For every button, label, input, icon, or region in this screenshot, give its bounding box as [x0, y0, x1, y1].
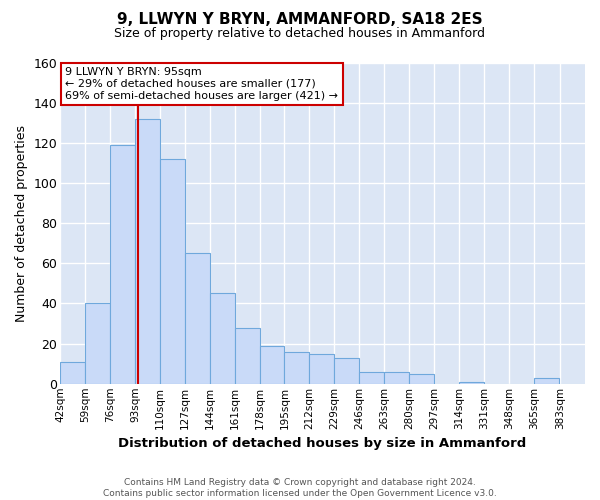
Bar [409, 374, 434, 384]
Bar [284, 352, 310, 384]
Bar [384, 372, 409, 384]
Text: Size of property relative to detached houses in Ammanford: Size of property relative to detached ho… [115, 28, 485, 40]
Bar [334, 358, 359, 384]
Bar [60, 362, 85, 384]
Bar [260, 346, 284, 384]
Bar [85, 304, 110, 384]
Text: Contains HM Land Registry data © Crown copyright and database right 2024.
Contai: Contains HM Land Registry data © Crown c… [103, 478, 497, 498]
Bar [533, 378, 559, 384]
Bar [185, 254, 210, 384]
Bar [210, 294, 235, 384]
Bar [235, 328, 260, 384]
Bar [135, 118, 160, 384]
Bar [310, 354, 334, 384]
Text: 9, LLWYN Y BRYN, AMMANFORD, SA18 2ES: 9, LLWYN Y BRYN, AMMANFORD, SA18 2ES [117, 12, 483, 28]
X-axis label: Distribution of detached houses by size in Ammanford: Distribution of detached houses by size … [118, 437, 527, 450]
Y-axis label: Number of detached properties: Number of detached properties [15, 124, 28, 322]
Bar [110, 145, 135, 384]
Bar [359, 372, 384, 384]
Bar [459, 382, 484, 384]
Text: 9 LLWYN Y BRYN: 95sqm
← 29% of detached houses are smaller (177)
69% of semi-det: 9 LLWYN Y BRYN: 95sqm ← 29% of detached … [65, 68, 338, 100]
Bar [160, 159, 185, 384]
